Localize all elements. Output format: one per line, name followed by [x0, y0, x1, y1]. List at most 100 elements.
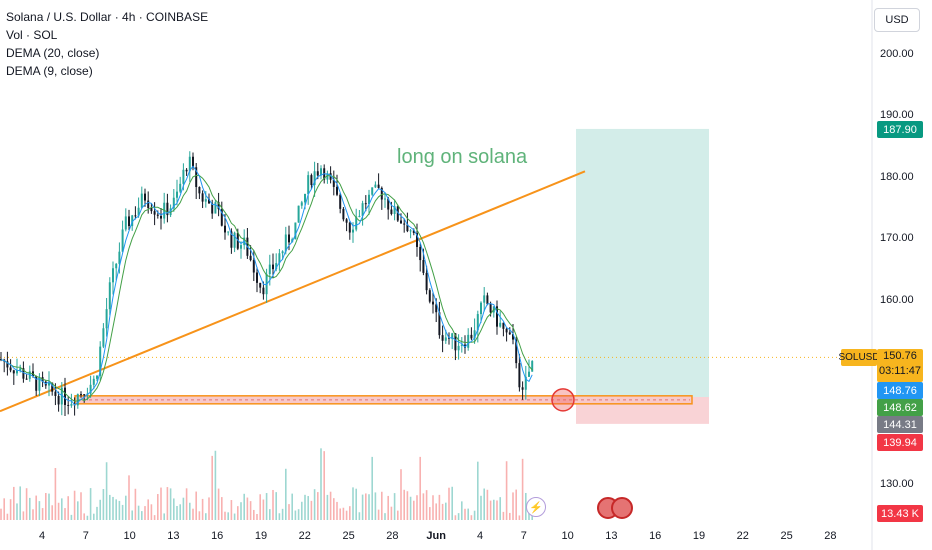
candle-body — [25, 378, 28, 380]
trendline[interactable] — [0, 170, 586, 413]
dema-9-label[interactable]: DEMA (9, close) — [6, 64, 93, 78]
candle-body — [515, 339, 518, 364]
candle-body — [396, 206, 399, 221]
volume-bar — [393, 493, 396, 520]
candle-body — [131, 215, 134, 227]
volume-bar — [217, 488, 220, 520]
candle-body — [51, 382, 54, 392]
candle-body — [339, 194, 342, 209]
volume-bar — [406, 491, 409, 520]
chart-legend: Solana / U.S. Dollar · 4h · COINBASE Vol… — [6, 8, 208, 80]
volume-bar — [281, 508, 284, 520]
volume-bar — [262, 499, 265, 520]
x-tick-label: 22 — [736, 530, 749, 542]
candle-body — [192, 156, 194, 168]
candle-body — [480, 302, 482, 315]
candle-body — [54, 391, 57, 396]
entry-marker-circle — [551, 388, 575, 412]
symbol-title[interactable]: Solana / U.S. Dollar · 4h · COINBASE — [6, 10, 209, 24]
volume-bar — [48, 493, 50, 520]
volume-bar — [144, 506, 146, 520]
volume-bar — [317, 492, 319, 520]
symbol-tag: SOLUSD — [838, 349, 880, 366]
candle-body — [502, 322, 505, 329]
position-zones — [0, 128, 872, 424]
volume-bar — [41, 508, 44, 520]
candle-body — [406, 224, 409, 232]
dema-20-label[interactable]: DEMA (20, close) — [6, 46, 100, 60]
candle-body — [284, 234, 287, 252]
candle-body — [128, 216, 130, 227]
volume-bar — [195, 491, 197, 520]
candle-body — [380, 187, 383, 200]
volume-bar — [105, 462, 108, 520]
x-tick-label: 19 — [692, 530, 706, 542]
volume-bar — [109, 494, 111, 520]
x-tick-label: 28 — [824, 530, 837, 542]
candle-body — [252, 260, 255, 273]
candle-body — [476, 314, 479, 331]
candle-body — [521, 387, 524, 390]
candle-body — [313, 171, 316, 186]
candle-body — [6, 361, 9, 368]
x-tick-label: 16 — [649, 530, 662, 542]
volume-bar — [525, 492, 527, 520]
candle-body — [384, 198, 386, 200]
candle-body — [259, 282, 262, 288]
volume-bar — [89, 488, 92, 520]
x-tick-label: 7 — [82, 530, 89, 542]
candle-body — [422, 260, 425, 273]
x-tick-label: 16 — [211, 530, 224, 542]
candle-body — [387, 198, 390, 210]
volume-bar — [358, 512, 361, 520]
volume-bar — [509, 512, 511, 520]
candle-body — [115, 263, 118, 269]
candle-body — [99, 346, 102, 376]
candle-body — [403, 223, 406, 225]
candle-body — [528, 371, 530, 377]
candle-body — [460, 344, 463, 346]
candle-body — [204, 199, 207, 202]
volume-bar — [256, 513, 258, 520]
volume-indicator-label[interactable]: Vol · SOL — [6, 28, 58, 42]
volume-bar — [45, 493, 47, 520]
volume-bar — [518, 515, 521, 520]
volume-bar — [224, 511, 226, 520]
volume-bar — [435, 503, 437, 520]
volume-bar — [19, 486, 21, 520]
candle-body — [278, 253, 281, 264]
volume-bar — [169, 488, 172, 520]
candle-body — [96, 375, 98, 379]
volume-bar — [374, 492, 377, 520]
volume-bar — [285, 468, 287, 520]
volume-bar — [496, 500, 498, 520]
annotation-text[interactable]: long on solana — [397, 146, 528, 168]
candle-body — [352, 229, 354, 233]
volume-bar — [445, 502, 447, 520]
volume-bar — [61, 498, 63, 520]
dema-lines — [0, 165, 533, 406]
currency-button[interactable]: USD — [874, 8, 920, 32]
candle-body — [496, 306, 498, 327]
volume-tag: 13.43 K — [877, 505, 923, 522]
candle-body — [121, 229, 124, 252]
x-tick-label: 7 — [520, 530, 527, 542]
volume-bar — [0, 508, 2, 520]
volume-bar — [249, 501, 252, 520]
us-flag-event-icon[interactable] — [611, 497, 633, 519]
volume-bar — [349, 506, 351, 520]
volume-bar — [163, 513, 165, 520]
volume-bar — [233, 513, 236, 520]
volume-bar — [400, 469, 402, 520]
candle-body — [435, 304, 438, 313]
dema-slow-tag: 148.62 — [877, 399, 923, 416]
candle-body — [377, 184, 380, 188]
volume-bar — [313, 489, 316, 520]
candle-body — [524, 376, 527, 390]
lightning-event-icon[interactable]: ⚡ — [526, 497, 546, 517]
candle-body — [28, 371, 31, 379]
candle-body — [240, 245, 242, 249]
volume-bar — [246, 497, 249, 520]
candle-body — [288, 234, 290, 243]
